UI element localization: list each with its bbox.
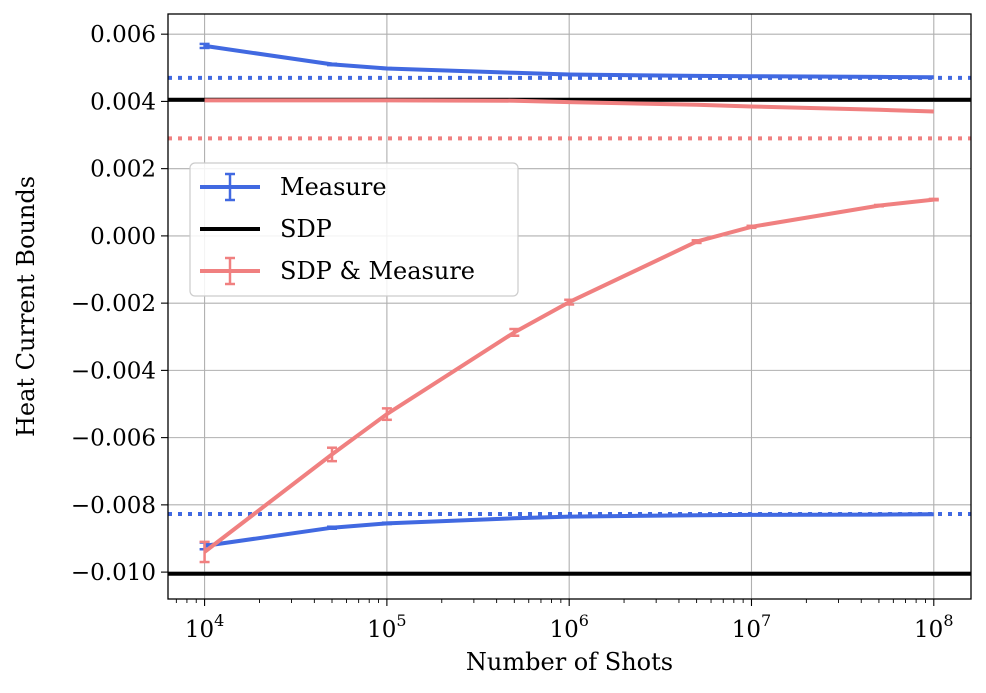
- error-bar: [327, 446, 338, 463]
- legend: Measure SDP SDP & Measure: [189, 162, 519, 297]
- error-bar: [746, 224, 757, 230]
- error-bar: [381, 521, 392, 526]
- error-bar: [564, 298, 575, 306]
- error-bar: [327, 525, 338, 530]
- y-tick-label: −0.002: [71, 291, 156, 317]
- error-bar: [564, 515, 575, 519]
- legend-label: SDP & Measure: [280, 257, 475, 285]
- y-tick-label: −0.004: [71, 358, 156, 384]
- error-bar: [873, 203, 884, 208]
- x-tick-label: 106: [549, 611, 588, 643]
- error-bar: [509, 516, 520, 520]
- legend-label: SDP: [280, 215, 332, 243]
- series-line: [204, 98, 934, 114]
- x-tick-label: 104: [185, 611, 224, 643]
- legend-entry: SDP: [200, 215, 332, 243]
- error-bar: [691, 239, 702, 245]
- x-axis-label: Number of Shots: [466, 648, 673, 676]
- x-tick-label: 108: [914, 611, 953, 643]
- error-bar: [509, 71, 520, 75]
- y-tick-label: 0.002: [90, 157, 156, 183]
- x-axis-ticks: 104 105 106 107 108: [175, 599, 954, 643]
- error-bar: [199, 42, 210, 50]
- plot-data: [168, 42, 971, 576]
- y-tick-label: −0.006: [71, 426, 156, 452]
- x-tick-label: 105: [367, 611, 406, 643]
- y-tick-label: 0.006: [90, 22, 156, 48]
- error-bar: [509, 327, 520, 337]
- error-bar: [327, 62, 338, 67]
- error-bar: [199, 540, 210, 564]
- y-tick-label: −0.010: [71, 560, 156, 586]
- legend-entry: Measure: [200, 172, 387, 202]
- series-line: [204, 43, 934, 80]
- error-bar: [928, 197, 939, 202]
- x-tick-label: 107: [732, 611, 771, 643]
- y-axis-ticks: 0.006 0.004 0.002 0.000 −0.002 −0.004 −0.006 −0…: [71, 22, 168, 586]
- legend-label: Measure: [280, 173, 387, 201]
- legend-entry: SDP & Measure: [200, 256, 475, 286]
- y-tick-label: −0.008: [71, 493, 156, 519]
- y-tick-label: 0.004: [90, 89, 156, 115]
- y-axis-label: Heat Current Bounds: [12, 176, 40, 437]
- legend-box: [189, 162, 519, 297]
- error-bar: [381, 407, 392, 422]
- y-tick-label: 0.000: [90, 224, 156, 250]
- error-bar: [381, 66, 392, 71]
